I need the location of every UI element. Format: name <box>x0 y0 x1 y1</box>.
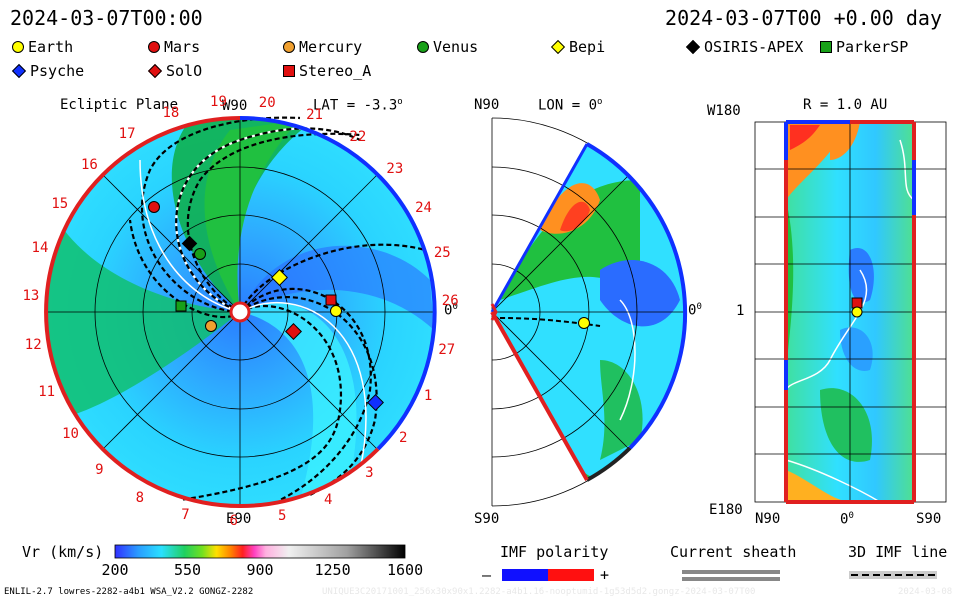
circle-marker-icon <box>12 41 24 53</box>
carrington-label: 25 <box>433 245 451 262</box>
footer-run-info: ENLIL-2.7 lowres-2282-a4b1 WSA_V2.2 GONG… <box>4 587 254 597</box>
colorbar-tick-label: 200 <box>101 561 129 579</box>
map-y-bottom: E180 <box>709 502 743 518</box>
carrington-label: 26 <box>441 293 459 310</box>
imf-plus: + <box>600 566 610 584</box>
meridional-top-label: N90 <box>474 97 500 113</box>
imf-3d-label: 3D IMF line <box>848 543 948 561</box>
meridional-right-label: 00 <box>688 302 702 319</box>
ecliptic-lat-label: LAT = -3.3o <box>313 97 403 114</box>
map-x-mid: 00 <box>840 511 854 528</box>
imf-minus: – <box>482 566 492 584</box>
carrington-label: 24 <box>415 200 432 217</box>
carrington-label: 22 <box>349 128 367 145</box>
legend-label: Venus <box>433 38 479 56</box>
legend-label: SolO <box>166 62 203 80</box>
legend-label: Earth <box>28 38 74 56</box>
date-right: 2024-03-07T00 +0.00 day <box>665 6 942 30</box>
current-sheath-swatch <box>682 570 780 581</box>
legend-label: Psyche <box>30 62 85 80</box>
footer-date: 2024-03-08 <box>898 587 953 597</box>
carrington-label: 17 <box>118 126 136 143</box>
legend-item-venus: Venus <box>417 38 478 56</box>
legend-item-stereo-a: Stereo_A <box>283 62 371 80</box>
carrington-label: 1 <box>423 388 433 405</box>
imf-negative-swatch <box>502 569 548 581</box>
legend-label: ParkerSP <box>836 38 909 56</box>
carrington-label: 4 <box>324 491 333 508</box>
legend-label: Mars <box>164 38 201 56</box>
meridional-bottom-label: S90 <box>474 511 500 527</box>
carrington-label: 20 <box>258 94 276 111</box>
carrington-label: 12 <box>24 337 42 354</box>
circle-marker-icon <box>148 41 160 53</box>
carrington-label: 14 <box>31 240 49 257</box>
square-marker-icon <box>820 41 832 53</box>
carrington-label: 7 <box>181 506 190 523</box>
map-y-top: W180 <box>707 103 741 119</box>
legend-label: Bepi <box>569 38 606 56</box>
ecliptic-plane <box>44 115 437 509</box>
imf-3d-line-swatch <box>849 571 937 579</box>
carrington-label: 23 <box>386 160 404 177</box>
carrington-label: 13 <box>22 288 40 305</box>
lat-lon-map <box>754 120 947 504</box>
legend-item-mercury: Mercury <box>283 38 362 56</box>
carrington-label: 16 <box>80 157 98 174</box>
carrington-label: 27 <box>438 341 456 358</box>
legend-item-parkersp: ParkerSP <box>820 38 908 56</box>
legend-item-earth: Earth <box>12 38 73 56</box>
meridional-plane <box>490 117 688 507</box>
imf-positive-swatch <box>548 569 594 581</box>
legend-item-bepi: Bepi <box>550 38 606 56</box>
map-y-mid: 1 <box>736 303 745 319</box>
carrington-label: 18 <box>162 104 180 121</box>
ecliptic-title: Ecliptic Plane <box>60 97 179 113</box>
map-x-left: N90 <box>755 511 781 527</box>
square-marker-icon <box>283 65 295 77</box>
date-left: 2024-03-07T00:00 <box>10 6 203 30</box>
ecliptic-bottom-label: E90 <box>226 511 252 527</box>
carrington-label: 2 <box>398 430 408 447</box>
meridional-lon-label: LON = 0o <box>538 97 603 114</box>
legend-label: OSIRIS-APEX <box>704 38 804 56</box>
carrington-label: 6 <box>229 512 238 529</box>
velocity-colorbar <box>115 545 405 558</box>
footer-run-id: UNIQUE3C20171001_256x30x90x1.2282-a4b1.1… <box>322 587 756 597</box>
carrington-label: 21 <box>306 106 323 123</box>
map-title: R = 1.0 AU <box>803 97 888 113</box>
circle-marker-icon <box>283 41 295 53</box>
carrington-label: 10 <box>62 426 79 443</box>
colorbar-tick-label: 1600 <box>387 561 424 579</box>
ecliptic-right-label: 00 <box>444 302 458 319</box>
legend-item-mars: Mars <box>148 38 200 56</box>
circle-marker-icon <box>417 41 429 53</box>
imf-polarity-label: IMF polarity <box>500 543 609 561</box>
map-x-right: S90 <box>916 511 942 527</box>
carrington-label: 15 <box>51 195 69 212</box>
colorbar-tick-label: 900 <box>246 561 274 579</box>
legend-label: Mercury <box>299 38 363 56</box>
ecliptic-top-label: W90 <box>222 98 248 114</box>
carrington-label: 11 <box>38 383 56 400</box>
legend-item-osiris-apex: OSIRIS-APEX <box>685 38 804 56</box>
colorbar-label: Vr (km/s) <box>22 543 104 561</box>
carrington-label: 5 <box>278 507 287 524</box>
colorbar-tick-label: 1250 <box>314 561 351 579</box>
legend-item-solo: SolO <box>147 62 203 80</box>
carrington-label: 19 <box>210 94 227 111</box>
carrington-label: 9 <box>95 462 104 479</box>
carrington-label: 3 <box>365 465 374 482</box>
legend-item-psyche: Psyche <box>11 62 85 80</box>
legend-label: Stereo_A <box>299 62 372 80</box>
current-sheath-label: Current sheath <box>670 543 797 561</box>
colorbar-tick-label: 550 <box>174 561 202 579</box>
carrington-label: 8 <box>135 489 144 506</box>
